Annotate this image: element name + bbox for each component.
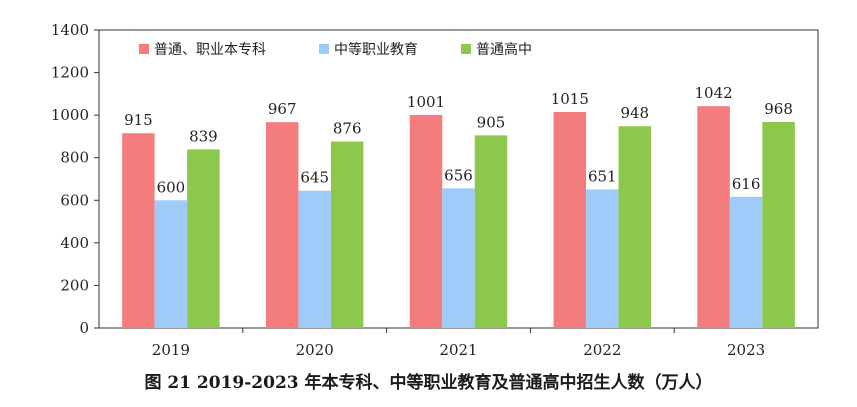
figure-caption: 图 21 2019-2023 年本专科、中等职业教育及普通高中招生人数（万人）	[144, 373, 713, 393]
chart-legend: 普通、职业本专科 中等职业教育 普通高中	[139, 41, 532, 58]
bar-value-label: 651	[588, 167, 617, 185]
x-tick-label: 2019	[152, 341, 190, 359]
bar-value-label: 1042	[695, 84, 733, 102]
chart: 0 200 400 600 800 1000 1200 1400 2019 2020 2021 202…	[51, 21, 819, 359]
bar	[442, 188, 475, 328]
bar	[409, 114, 443, 329]
bar-value-label: 645	[300, 169, 329, 187]
x-tick-label: 2021	[439, 341, 477, 359]
chart-data-labels: 915 967 1001 1015 1042 600 645 656 651 616 839 876 9…	[124, 84, 793, 196]
bar	[697, 106, 730, 329]
x-tick-label: 2020	[296, 341, 334, 359]
bar	[330, 141, 364, 328]
bar	[298, 190, 331, 328]
legend-swatch	[319, 44, 329, 54]
bar-value-label: 968	[764, 100, 793, 118]
bar	[187, 149, 220, 328]
bar-value-label: 915	[124, 111, 153, 129]
legend-label: 普通、职业本专科	[154, 42, 266, 58]
x-tick-label: 2022	[583, 341, 621, 359]
legend-label: 中等职业教育	[334, 41, 418, 58]
bar	[474, 135, 508, 328]
bar	[618, 126, 652, 328]
bar-value-label: 967	[268, 100, 297, 118]
y-tick-label: 0	[79, 319, 89, 337]
chart-bars	[122, 106, 795, 329]
y-tick-label: 1000	[51, 106, 89, 124]
y-tick-label: 800	[60, 149, 89, 167]
bar	[265, 122, 299, 328]
y-tick-label: 400	[60, 234, 89, 252]
bar	[122, 133, 155, 328]
chart-axes: 0 200 400 600 800 1000 1200 1400 2019 2020 2021 202…	[51, 21, 819, 359]
bar	[154, 200, 188, 328]
legend-label: 普通高中	[476, 41, 532, 58]
bar-value-label: 905	[477, 113, 506, 131]
x-tick-label: 2023	[727, 341, 765, 359]
bar-value-label: 948	[620, 104, 649, 122]
bar-value-label: 616	[732, 175, 761, 193]
bar	[762, 121, 795, 328]
y-tick-label: 600	[60, 191, 89, 209]
y-tick-label: 200	[60, 276, 89, 294]
bar-value-label: 876	[333, 120, 362, 138]
bar	[553, 111, 587, 328]
bar-value-label: 1015	[551, 90, 589, 108]
bar	[586, 189, 619, 328]
bar-value-label: 656	[444, 166, 473, 184]
bar-value-label: 839	[189, 127, 218, 145]
bar-value-label: 600	[157, 178, 186, 196]
bar	[729, 196, 763, 328]
y-tick-label: 1200	[51, 64, 89, 82]
legend-swatch	[139, 44, 149, 54]
legend-swatch	[461, 44, 471, 54]
y-tick-label: 1400	[51, 21, 89, 39]
bar-value-label: 1001	[407, 93, 445, 111]
